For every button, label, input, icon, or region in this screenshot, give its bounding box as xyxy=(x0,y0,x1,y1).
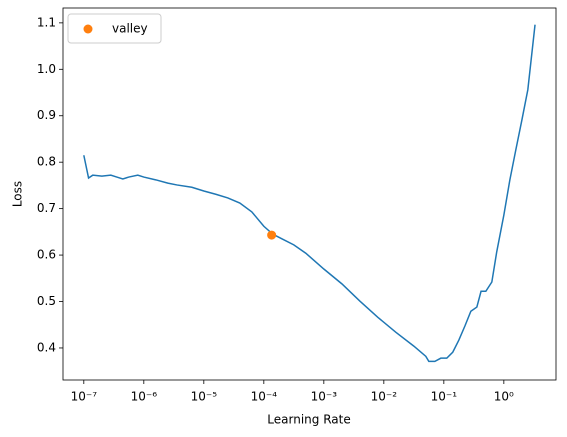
x-tick-label: 10⁰ xyxy=(494,390,514,404)
legend-label: valley xyxy=(112,22,148,36)
y-tick-label: 0.5 xyxy=(37,294,56,308)
y-tick-label: 0.7 xyxy=(37,201,56,215)
y-axis-label: Loss xyxy=(11,181,25,207)
x-axis-label: Learning Rate xyxy=(267,413,350,427)
y-tick-label: 0.4 xyxy=(37,340,56,354)
x-tick-label: 10⁻⁴ xyxy=(251,390,278,404)
legend-box xyxy=(67,13,162,44)
valley-point xyxy=(267,230,277,240)
axes-frame xyxy=(62,7,557,381)
x-tick-label: 10⁻⁶ xyxy=(131,390,158,404)
y-tick-label: 1.1 xyxy=(37,15,56,29)
y-tick-label: 0.8 xyxy=(37,155,56,169)
y-tick-label: 1.0 xyxy=(37,62,56,76)
x-tick-label: 10⁻² xyxy=(371,390,398,404)
x-tick-label: 10⁻⁵ xyxy=(191,390,218,404)
loss-line xyxy=(83,24,536,363)
x-tick-label: 10⁻¹ xyxy=(431,390,458,404)
y-tick-label: 0.6 xyxy=(37,248,56,262)
y-tick-label: 0.9 xyxy=(37,108,56,122)
x-tick-label: 10⁻⁷ xyxy=(71,390,98,404)
legend-marker xyxy=(83,24,93,34)
x-tick-label: 10⁻³ xyxy=(311,390,338,404)
